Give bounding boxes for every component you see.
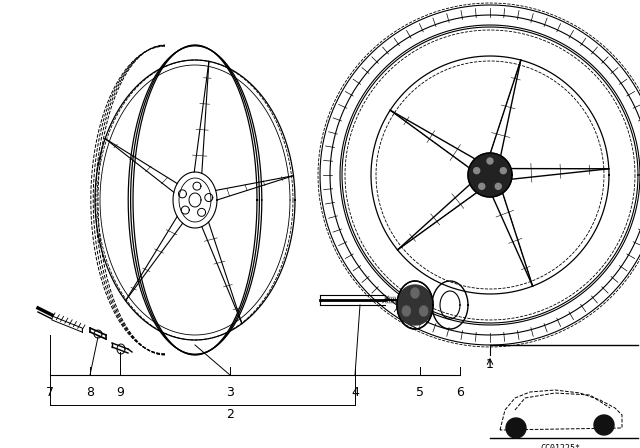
Text: 7: 7 [46,385,54,399]
Polygon shape [397,285,433,325]
Text: CC01225*: CC01225* [540,444,580,448]
Polygon shape [420,306,428,316]
Polygon shape [474,168,480,174]
Text: 8: 8 [86,385,94,399]
Text: 4: 4 [351,385,359,399]
Polygon shape [500,168,506,174]
Text: 5: 5 [416,385,424,399]
Text: 1: 1 [486,358,494,371]
Polygon shape [403,306,410,316]
Polygon shape [487,158,493,164]
Text: 3: 3 [226,385,234,399]
Polygon shape [495,183,501,190]
Text: 2: 2 [226,409,234,422]
Circle shape [594,415,614,435]
Text: 9: 9 [116,385,124,399]
Polygon shape [468,153,512,197]
Circle shape [506,418,526,438]
Polygon shape [411,288,419,298]
Text: 6: 6 [456,385,464,399]
Polygon shape [479,183,484,190]
